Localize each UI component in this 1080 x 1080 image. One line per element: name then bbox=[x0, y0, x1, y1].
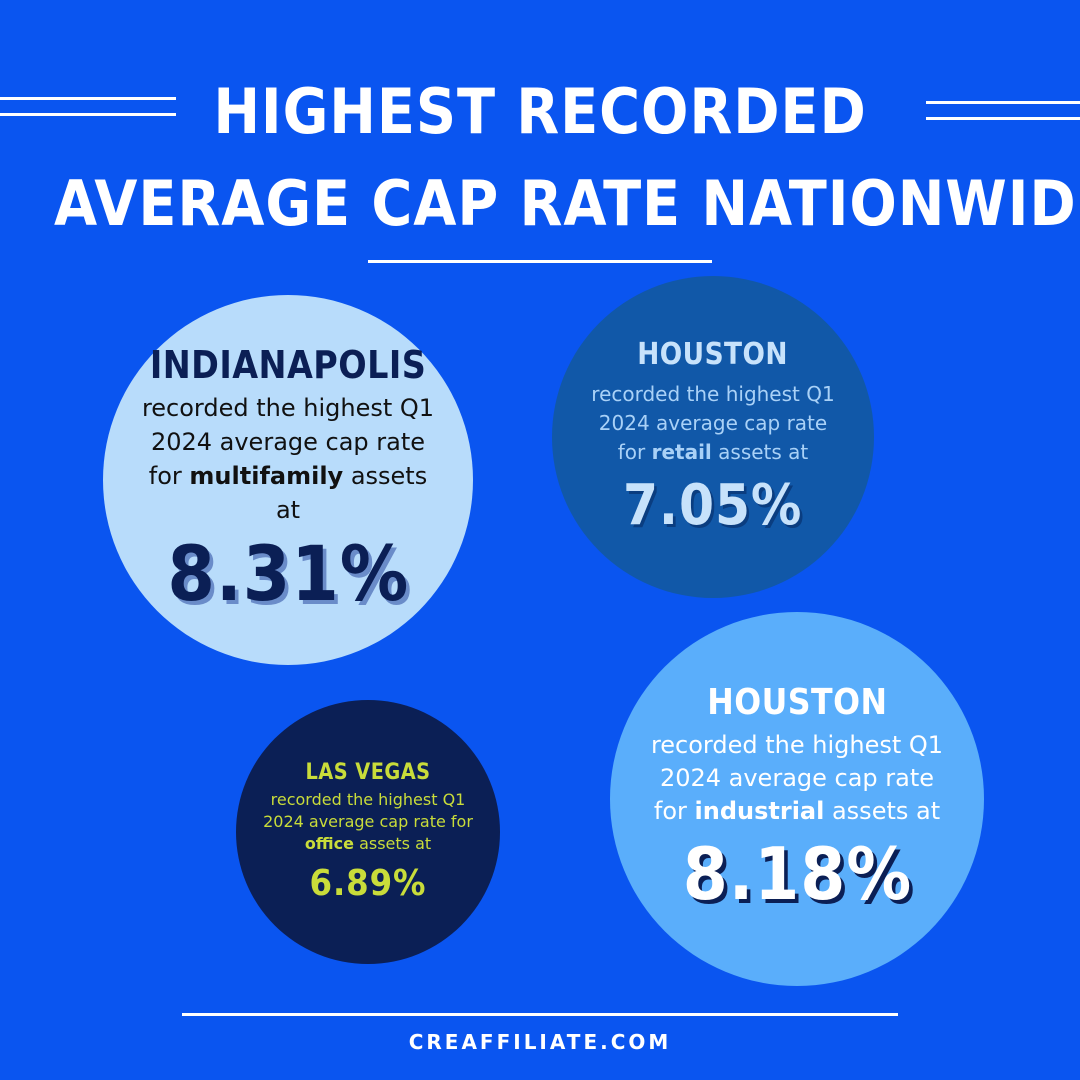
asset-type: retail bbox=[651, 439, 712, 464]
asset-type: multifamily bbox=[189, 461, 344, 490]
stat-description: recorded the highest Q1 2024 average cap… bbox=[138, 391, 438, 527]
title-right-line-bottom bbox=[926, 117, 1080, 120]
stat-description: recorded the highest Q1 2024 average cap… bbox=[583, 380, 843, 467]
asset-type: industrial bbox=[694, 797, 825, 825]
asset-type: office bbox=[304, 834, 354, 853]
description-text: recorded the highest Q1 2024 average cap… bbox=[263, 790, 473, 831]
description-text: recorded the highest Q1 2024 average cap… bbox=[650, 731, 944, 825]
page-title: Highest recorded average cap rate nation… bbox=[54, 66, 1080, 250]
description-text: recorded the highest Q1 2024 average cap… bbox=[141, 393, 435, 490]
cap-rate-value: 8.31% bbox=[167, 528, 409, 618]
stat-circle-houston-retail: Houston recorded the highest Q1 2024 ave… bbox=[552, 276, 874, 598]
title-right-line-top bbox=[926, 101, 1080, 104]
cap-rate-value: 7.05% bbox=[623, 472, 803, 538]
page-title-line-2: average cap rate nationwide bbox=[54, 167, 1080, 240]
title-left-line-bottom bbox=[0, 113, 176, 116]
city-name: Houston bbox=[706, 682, 888, 723]
stat-circle-houston-industrial: Houston recorded the highest Q1 2024 ave… bbox=[610, 612, 984, 986]
cap-rate-value: 8.18% bbox=[682, 832, 912, 916]
title-underline bbox=[368, 260, 712, 263]
stat-circle-indianapolis: Indianapolis recorded the highest Q1 202… bbox=[103, 295, 473, 665]
description-text-end: assets at bbox=[711, 439, 809, 464]
city-name: Las Vegas bbox=[305, 760, 431, 785]
city-name: Houston bbox=[637, 336, 789, 372]
footer-website: CREAFFILIATE.COM bbox=[408, 1030, 672, 1054]
stat-description: recorded the highest Q1 2024 average cap… bbox=[647, 729, 947, 828]
stat-description: recorded the highest Q1 2024 average cap… bbox=[263, 789, 473, 855]
cap-rate-value: 6.89% bbox=[309, 863, 427, 904]
description-text-end: assets at bbox=[275, 461, 428, 524]
page-title-line-1: Highest recorded bbox=[213, 75, 867, 148]
title-left-line-top bbox=[0, 97, 176, 100]
city-name: Indianapolis bbox=[149, 342, 427, 387]
description-text-end: assets at bbox=[353, 834, 432, 853]
description-text-end: assets at bbox=[824, 797, 941, 825]
footer-divider bbox=[182, 1013, 898, 1016]
stat-circle-las-vegas: Las Vegas recorded the highest Q1 2024 a… bbox=[236, 700, 500, 964]
description-text: recorded the highest Q1 2024 average cap… bbox=[591, 381, 835, 464]
